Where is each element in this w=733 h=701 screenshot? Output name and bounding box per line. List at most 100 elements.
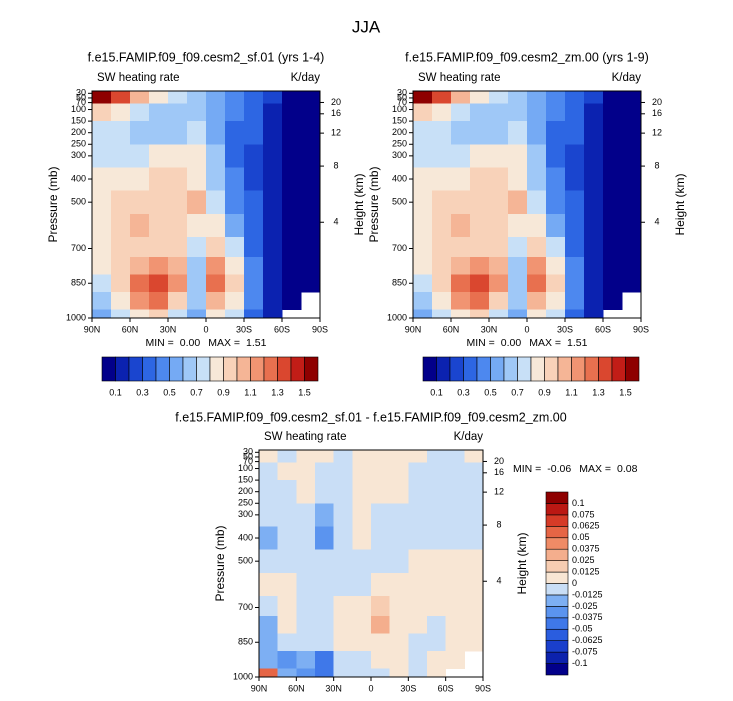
field-cell bbox=[546, 291, 566, 310]
y2-tick-label: 12 bbox=[652, 128, 662, 138]
y2-tick-label: 20 bbox=[652, 97, 662, 107]
field-cell bbox=[508, 121, 528, 145]
colorbar-box bbox=[545, 640, 569, 653]
field-cell bbox=[427, 450, 447, 464]
field-cell bbox=[168, 213, 188, 238]
field-cell bbox=[111, 213, 131, 238]
colorbar-box bbox=[545, 583, 569, 596]
field-cell bbox=[277, 549, 297, 574]
field-cell bbox=[296, 633, 316, 652]
field-cell bbox=[259, 650, 279, 669]
y-tick-label: 400 bbox=[71, 173, 86, 183]
field-cell bbox=[584, 274, 604, 293]
field-cell bbox=[149, 236, 169, 258]
field-cell bbox=[225, 213, 245, 238]
field-cell bbox=[244, 167, 264, 192]
field-cell bbox=[315, 450, 335, 464]
colorbar-label: 1.1 bbox=[244, 387, 257, 397]
field-cell bbox=[470, 121, 490, 145]
field-cell bbox=[603, 236, 623, 258]
x-tick-label: 30S bbox=[400, 683, 416, 693]
field-cell bbox=[149, 103, 169, 122]
colorbar-box bbox=[545, 526, 569, 539]
colorbar-label: -0.1 bbox=[572, 658, 588, 668]
colorbar-label: 0.5 bbox=[163, 387, 176, 397]
field-cell bbox=[489, 190, 509, 215]
y-tick-label: 50 bbox=[397, 92, 407, 102]
field-cell bbox=[206, 236, 226, 258]
field-cell bbox=[187, 121, 207, 145]
colorbar-box bbox=[490, 356, 505, 382]
field-cell bbox=[282, 91, 302, 105]
field-cell bbox=[225, 167, 245, 192]
y-tick-label: 70 bbox=[397, 97, 407, 107]
field-cell bbox=[445, 616, 465, 635]
field-cell bbox=[92, 274, 112, 293]
colorbar-box bbox=[422, 356, 437, 382]
field-cell bbox=[315, 668, 335, 678]
y-tick-label: 100 bbox=[238, 463, 253, 473]
field-cell bbox=[111, 274, 131, 293]
field-cell bbox=[263, 103, 283, 122]
field-cell bbox=[352, 462, 372, 481]
field-cell bbox=[277, 650, 297, 669]
field-cell bbox=[464, 526, 484, 551]
field-cell bbox=[130, 121, 150, 145]
x-tick-label: 30N bbox=[160, 324, 177, 334]
field-cell bbox=[301, 274, 321, 293]
colorbar-label: 0.025 bbox=[572, 555, 595, 565]
field-cell bbox=[413, 91, 433, 105]
field-cell bbox=[451, 236, 471, 258]
field-cell bbox=[508, 167, 528, 192]
field-cell bbox=[508, 236, 528, 258]
field-cell bbox=[149, 274, 169, 293]
field-cell bbox=[244, 144, 264, 168]
field-cell bbox=[244, 91, 264, 105]
subtitle-left: SW heating rate bbox=[264, 431, 346, 443]
field-cell bbox=[244, 309, 264, 319]
stat-label: MIN = bbox=[467, 337, 495, 349]
field-cell bbox=[546, 121, 566, 145]
field-cell bbox=[371, 526, 391, 551]
field-cell bbox=[413, 309, 433, 319]
field-cell bbox=[333, 633, 353, 652]
field-cell bbox=[301, 190, 321, 215]
field-cell bbox=[389, 462, 409, 481]
field-cell bbox=[315, 633, 335, 652]
colorbar-box bbox=[545, 548, 569, 561]
field-cell bbox=[408, 549, 428, 574]
field-cell bbox=[408, 503, 428, 527]
field-cell bbox=[277, 668, 297, 678]
colorbar-box bbox=[463, 356, 478, 382]
y-tick-label: 700 bbox=[238, 602, 253, 612]
x-tick-label: 30S bbox=[236, 324, 252, 334]
colorbar-label: 0.9 bbox=[538, 387, 551, 397]
field-cell bbox=[168, 121, 188, 145]
field-cell bbox=[470, 167, 490, 192]
field-cell bbox=[432, 144, 452, 168]
field-cell bbox=[565, 91, 585, 105]
field-cell bbox=[470, 236, 490, 258]
subtitle-right: K/day bbox=[454, 431, 484, 443]
field-cell bbox=[546, 257, 566, 276]
stats: MIN = 0.00 MAX = 1.51 bbox=[146, 337, 267, 349]
stat-value: 0.00 bbox=[501, 337, 522, 349]
field-cell bbox=[622, 257, 642, 276]
field-cell bbox=[315, 526, 335, 551]
y-tick-label: 700 bbox=[71, 243, 86, 253]
colorbar-box bbox=[545, 606, 569, 619]
field-cell bbox=[408, 616, 428, 635]
field-cell bbox=[470, 309, 490, 319]
field-cell bbox=[259, 616, 279, 635]
field-cell bbox=[315, 462, 335, 481]
colorbar-box bbox=[142, 356, 157, 382]
field-cell bbox=[92, 291, 112, 310]
colorbar-label: 0.1 bbox=[430, 387, 443, 397]
field-cell bbox=[315, 616, 335, 635]
colorbar-label: 0.7 bbox=[190, 387, 203, 397]
colorbar-box bbox=[545, 617, 569, 630]
field-cell bbox=[244, 121, 264, 145]
field bbox=[259, 450, 484, 678]
field-cell bbox=[464, 572, 484, 597]
colorbar-box bbox=[115, 356, 130, 382]
